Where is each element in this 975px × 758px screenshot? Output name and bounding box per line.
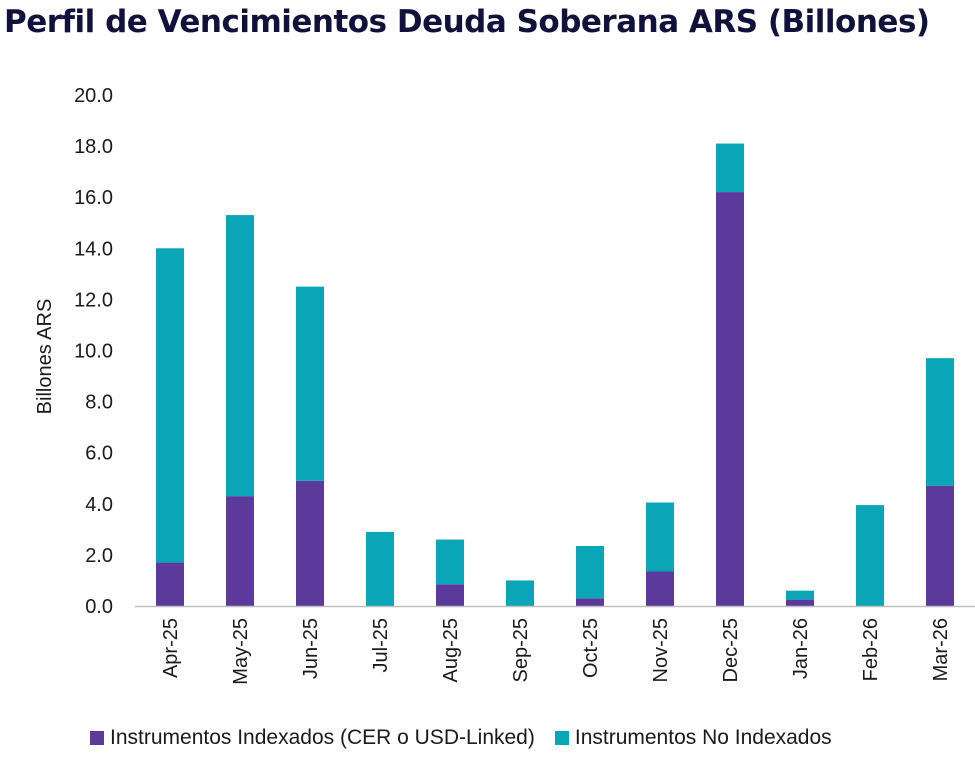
legend: Instrumentos Indexados (CER o USD-Linked… [90, 726, 852, 750]
bar-no-indexados-sep-25 [506, 580, 534, 606]
x-tick-label: Sep-25 [510, 618, 532, 683]
bar-indexados-oct-25 [576, 598, 604, 606]
bar-no-indexados-feb-26 [856, 505, 884, 606]
y-tick-label: 2.0 [85, 545, 113, 567]
bar-no-indexados-jun-25 [296, 286, 324, 481]
bar-no-indexados-aug-25 [436, 539, 464, 585]
y-axis-label: Billones ARS [34, 299, 56, 415]
bar-indexados-jan-26 [786, 599, 814, 606]
x-tick-label: Oct-25 [580, 618, 602, 678]
x-axis-ticks: Apr-25 May-25 Jun-25 Jul-25 Aug-25 Sep-25 Oct-… [160, 618, 952, 685]
y-tick-label: 16.0 [74, 187, 113, 209]
bar-indexados-nov-25 [646, 571, 674, 606]
x-tick-label: Jan-26 [790, 618, 812, 679]
y-tick-label: 8.0 [85, 392, 113, 414]
x-tick-label: Jun-25 [300, 618, 322, 679]
x-tick-label: Feb-26 [860, 618, 882, 681]
x-tick-label: Apr-25 [160, 618, 182, 678]
x-tick-label: Jul-25 [370, 618, 392, 672]
y-tick-label: 0.0 [85, 596, 113, 618]
bar-no-indexados-apr-25 [156, 248, 184, 563]
bar-indexados-dec-25 [716, 192, 744, 606]
y-tick-label: 14.0 [74, 238, 113, 260]
legend-label-indexados: Instrumentos Indexados (CER o USD-Linked… [110, 726, 535, 749]
y-axis-ticks: 0.0 2.0 4.0 6.0 8.0 10.0 12.0 14.0 16.0 18.0 20.0 [74, 85, 113, 618]
bars [156, 143, 954, 606]
x-tick-label: Aug-25 [440, 618, 462, 683]
bar-indexados-may-25 [226, 496, 254, 606]
bar-no-indexados-dec-25 [716, 143, 744, 193]
legend-item-no-indexados: Instrumentos No Indexados [554, 726, 832, 750]
x-tick-label: Dec-25 [720, 618, 742, 682]
bar-no-indexados-jan-26 [786, 590, 814, 600]
bar-no-indexados-nov-25 [646, 502, 674, 572]
x-tick-label: May-25 [230, 618, 252, 685]
bar-indexados-mar-26 [926, 485, 954, 606]
legend-swatch-no-indexados [554, 731, 569, 745]
chart-title: Perfil de Vencimientos Deuda Soberana AR… [4, 4, 930, 40]
bar-no-indexados-may-25 [226, 215, 254, 497]
bar-no-indexados-jul-25 [366, 531, 394, 606]
y-tick-label: 20.0 [74, 85, 113, 107]
bar-indexados-aug-25 [436, 584, 464, 606]
x-tick-label: Mar-26 [930, 618, 952, 681]
stacked-bar-chart: 0.02.04.06.08.010.012.014.016.018.020.0 … [34, 85, 975, 685]
y-tick-label: 18.0 [74, 136, 113, 158]
bar-no-indexados-oct-25 [576, 545, 604, 599]
y-tick-label: 6.0 [85, 443, 113, 465]
bar-indexados-apr-25 [156, 562, 184, 606]
y-tick-label: 4.0 [85, 494, 113, 516]
legend-label-no-indexados: Instrumentos No Indexados [574, 726, 832, 749]
y-tick-label: 10.0 [74, 341, 113, 363]
bar-no-indexados-mar-26 [926, 358, 954, 486]
y-tick-label: 12.0 [74, 289, 113, 311]
bar-indexados-jun-25 [296, 480, 324, 606]
x-tick-label: Nov-25 [650, 618, 672, 682]
legend-swatch-indexados [90, 731, 104, 745]
legend-item-indexados: Instrumentos Indexados (CER o USD-Linked… [90, 726, 535, 750]
